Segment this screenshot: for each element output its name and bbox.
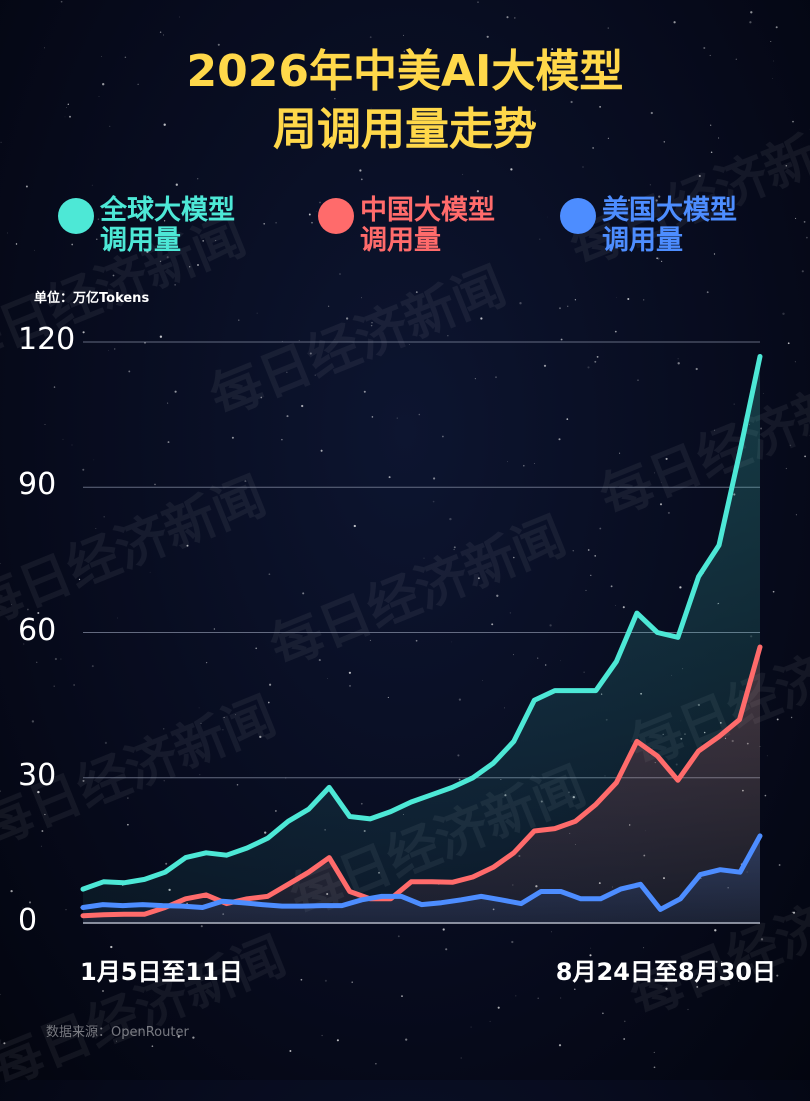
x-axis-first-label: 1月5日至11日 [80, 952, 243, 987]
y-tick-label: 60 [18, 613, 78, 648]
y-tick-label: 30 [18, 758, 78, 793]
source-note: 数据来源：OpenRouter [46, 1021, 189, 1040]
y-tick-label: 0 [18, 903, 78, 938]
y-tick-label: 90 [18, 467, 78, 502]
y-tick-label: 120 [18, 322, 78, 357]
x-axis-last-label: 8月24日至8月30日 [556, 952, 776, 987]
